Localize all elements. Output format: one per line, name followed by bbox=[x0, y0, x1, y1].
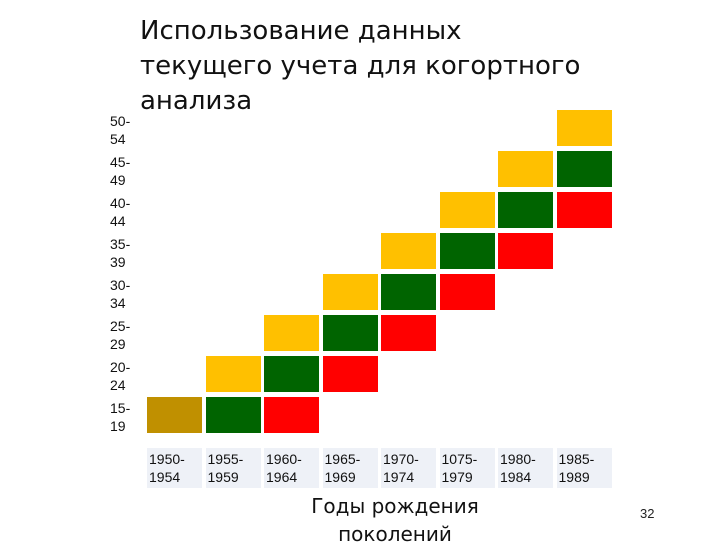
column-label-line: 1964 bbox=[266, 469, 298, 485]
cohort-cell bbox=[263, 396, 320, 434]
column-label-line: 1955- bbox=[207, 451, 244, 467]
x-axis-title-line: Годы рождения bbox=[311, 494, 479, 518]
cohort-cell bbox=[497, 150, 554, 188]
row-label: 25- 29 bbox=[110, 317, 146, 353]
cohort-cell bbox=[204, 355, 262, 393]
slide-title: Использование данных текущего учета для … bbox=[140, 14, 610, 119]
column-label-line: 1965- bbox=[324, 451, 361, 467]
title-line: Использование данных bbox=[140, 16, 462, 46]
row-label-line: 45- bbox=[110, 154, 131, 170]
row-label-line: 34 bbox=[110, 295, 126, 311]
row-label-line: 20- bbox=[110, 359, 131, 375]
column-label-line: 1979 bbox=[441, 469, 473, 485]
column-label: 1950- 1954 bbox=[146, 447, 203, 489]
row-label-line: 35- bbox=[110, 236, 131, 252]
column-label-line: 1980- bbox=[500, 451, 536, 467]
title-line: анализа bbox=[140, 86, 253, 116]
column-label: 1955- 1959 bbox=[204, 447, 262, 489]
column-label-line: 1954 bbox=[149, 469, 181, 485]
row-label-line: 54 bbox=[110, 131, 126, 147]
row-label-line: 30- bbox=[110, 277, 131, 293]
row-label-line: 24 bbox=[110, 377, 126, 393]
cohort-cell bbox=[438, 191, 496, 229]
column-label: 1970- 1974 bbox=[380, 447, 437, 489]
row-label: 30- 34 bbox=[110, 276, 146, 312]
row-label-line: 39 bbox=[110, 254, 126, 270]
column-label: 1075- 1979 bbox=[438, 447, 496, 489]
column-label: 1985- 1989 bbox=[555, 447, 613, 489]
cohort-cell bbox=[555, 109, 613, 147]
cohort-cell bbox=[555, 150, 613, 188]
page-number: 32 bbox=[640, 506, 655, 521]
cohort-cell bbox=[263, 314, 320, 352]
row-label-line: 15- bbox=[110, 400, 131, 416]
cohort-cell bbox=[263, 355, 320, 393]
column-label-line: 1974 bbox=[383, 469, 415, 485]
row-label: 40- 44 bbox=[110, 194, 146, 230]
column-label: 1965- 1969 bbox=[321, 447, 379, 489]
title-line: текущего учета для когортного bbox=[140, 51, 581, 81]
cohort-cell bbox=[321, 314, 379, 352]
cohort-cell bbox=[321, 355, 379, 393]
column-label-line: 1970- bbox=[383, 451, 419, 467]
column-label: 1980- 1984 bbox=[497, 447, 554, 489]
cohort-cell bbox=[438, 232, 496, 270]
column-label-line: 1959 bbox=[207, 469, 239, 485]
column-label-line: 1989 bbox=[558, 469, 590, 485]
column-label-line: 1960- bbox=[266, 451, 302, 467]
cohort-grid: 50- 54 45- 49 40- 44 35- 39 30- 34 25- 29 20- 24 15- 19… bbox=[110, 109, 620, 489]
row-label: 15- 19 bbox=[110, 399, 146, 435]
x-axis-title-line: поколений bbox=[338, 522, 452, 546]
column-label-line: 1075- bbox=[441, 451, 478, 467]
cohort-cell bbox=[497, 232, 554, 270]
cohort-cell bbox=[555, 191, 613, 229]
cohort-cell bbox=[438, 273, 496, 311]
cohort-cell bbox=[380, 273, 437, 311]
column-label-line: 1985- bbox=[558, 451, 595, 467]
cohort-cell bbox=[497, 191, 554, 229]
row-label: 50- 54 bbox=[110, 112, 146, 148]
row-label-line: 25- bbox=[110, 318, 131, 334]
column-label-line: 1984 bbox=[500, 469, 532, 485]
column-label-line: 1950- bbox=[149, 451, 185, 467]
row-label: 45- 49 bbox=[110, 153, 146, 189]
row-label-line: 50- bbox=[110, 113, 131, 129]
cohort-cell bbox=[204, 396, 262, 434]
row-label: 35- 39 bbox=[110, 235, 146, 271]
row-label-line: 44 bbox=[110, 213, 126, 229]
cohort-cell bbox=[380, 314, 437, 352]
row-label-line: 29 bbox=[110, 336, 126, 352]
row-label-line: 40- bbox=[110, 195, 131, 211]
cohort-cell bbox=[380, 232, 437, 270]
cohort-cell bbox=[321, 273, 379, 311]
column-label-line: 1969 bbox=[324, 469, 356, 485]
column-label: 1960- 1964 bbox=[263, 447, 320, 489]
row-label: 20- 24 bbox=[110, 358, 146, 394]
row-label-line: 19 bbox=[110, 418, 126, 434]
cohort-cell bbox=[146, 396, 203, 434]
row-label-line: 49 bbox=[110, 172, 126, 188]
